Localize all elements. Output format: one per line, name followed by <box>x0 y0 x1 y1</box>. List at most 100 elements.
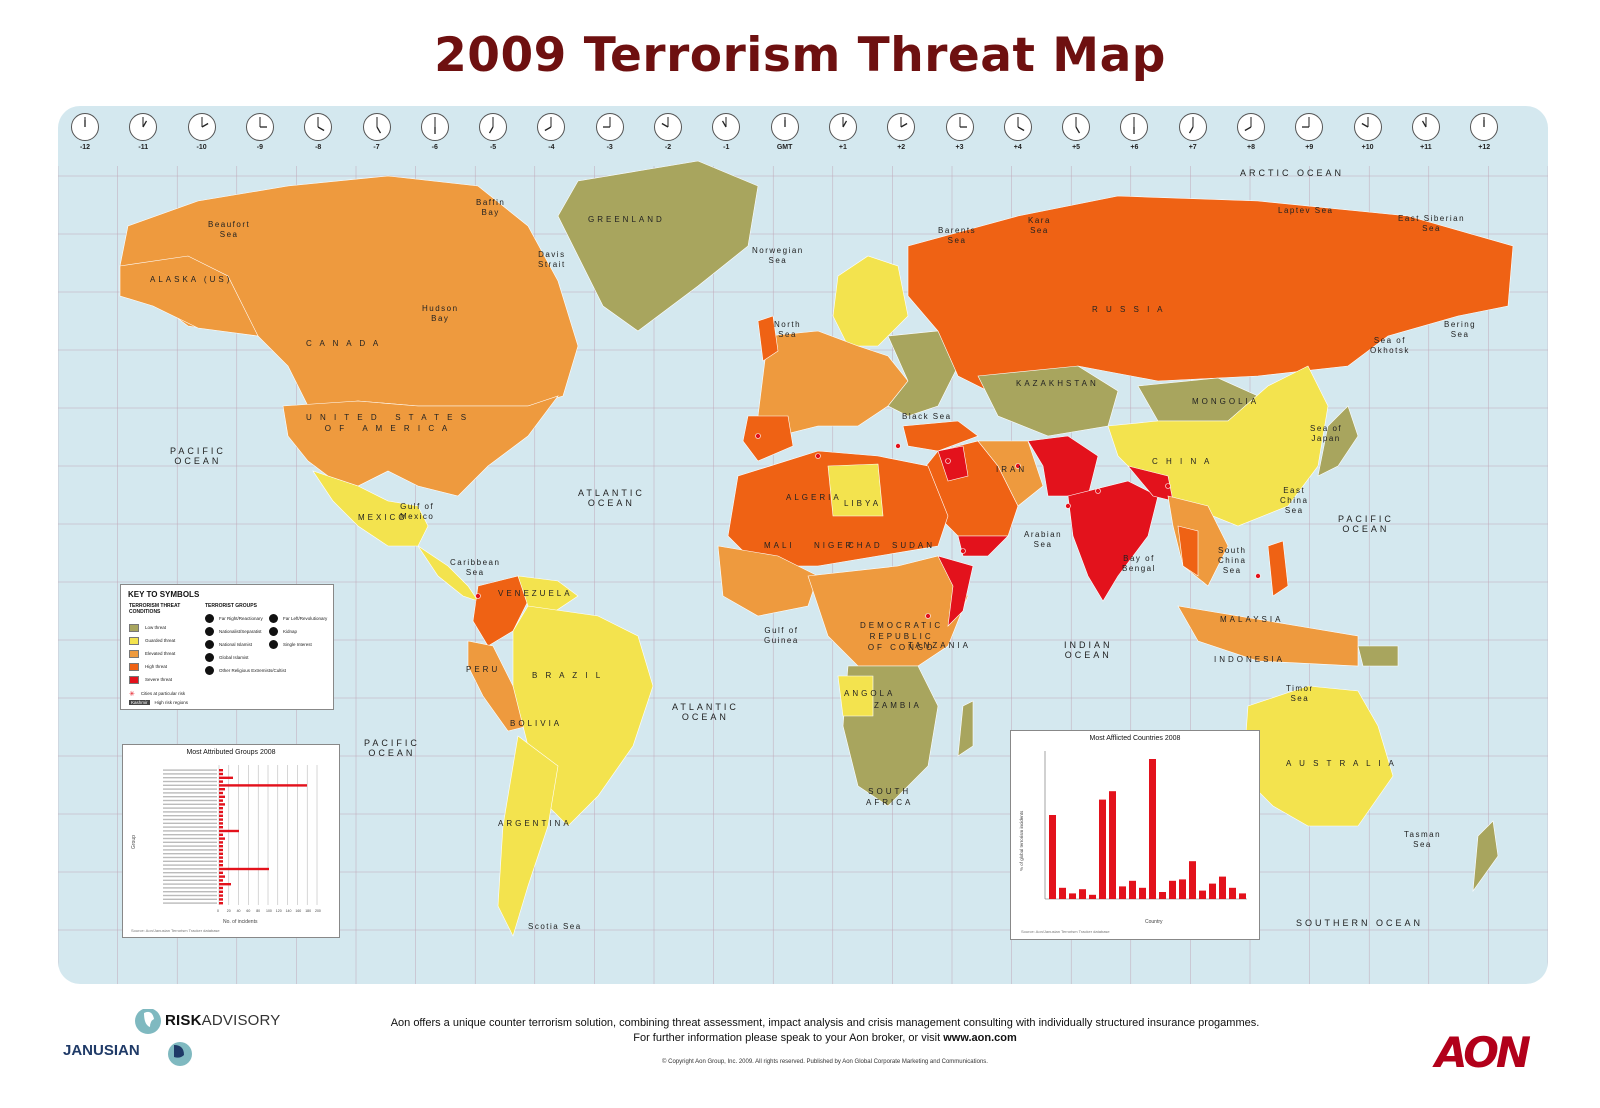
countries-chart-bar <box>1129 880 1136 899</box>
label-venezuela: VENEZUELA <box>498 589 573 598</box>
land-turkey <box>902 420 979 452</box>
key-to-symbols: KEY TO SYMBOLS TERRORISM THREAT CONDITIO… <box>120 584 334 710</box>
clock-icon <box>1062 113 1091 141</box>
countries-chart-bar <box>1229 887 1236 899</box>
label-mongolia: MONGOLIA <box>1192 397 1260 406</box>
copyright: © Copyright Aon Group, Inc. 2009. All ri… <box>662 1059 988 1065</box>
groups-chart-ylabel: Group <box>131 835 137 849</box>
label-atlantic-ocean-south: ATLANTIC OCEAN <box>672 702 739 722</box>
label-sea-of-okhotsk: Sea of Okhotsk <box>1370 336 1410 355</box>
label-arabian-sea: Arabian Sea <box>1024 530 1063 549</box>
land-kazakhstan <box>977 365 1119 437</box>
city-marker <box>1165 483 1171 489</box>
clock-label: +6 <box>1130 144 1139 151</box>
label-algeria: ALGERIA <box>786 493 842 502</box>
clock-label: -9 <box>256 144 263 151</box>
groups-chart-row-label <box>163 807 217 809</box>
groups-chart-bar <box>219 852 223 855</box>
map-title: 2009 Terrorism Threat Map <box>434 28 1166 83</box>
label-libya: LIBYA <box>844 499 882 508</box>
label-tasman-sea: Tasman Sea <box>1404 830 1442 849</box>
label-malaysia: MALAYSIA <box>1220 615 1284 624</box>
clock-icon <box>1411 113 1440 141</box>
groups-chart-bar <box>219 894 223 897</box>
label-kazakhstan: KAZAKHSTAN <box>1016 379 1099 388</box>
clock-5: -7 <box>362 112 392 151</box>
groups-chart-bar <box>219 826 223 829</box>
clock-10: -2 <box>653 112 683 151</box>
clock-3: -9 <box>245 112 275 151</box>
key-group-label: Single Interest <box>283 642 312 647</box>
groups-chart-row-label <box>163 811 217 813</box>
key-group-row: Nationalist/Separatist <box>205 626 262 637</box>
countries-chart-bar <box>1209 883 1216 899</box>
land-new-zealand <box>1472 820 1499 893</box>
land-russia <box>907 195 1514 397</box>
high-risk-cities <box>475 433 1261 619</box>
groups-chart-bar <box>219 833 223 836</box>
groups-chart-row-label <box>163 879 217 881</box>
label-niger: NIGER <box>814 541 855 550</box>
clock-icon <box>304 113 333 141</box>
group-symbol-icon <box>205 614 214 623</box>
label-bering-sea: Bering Sea <box>1444 320 1477 339</box>
land-philippines <box>1267 540 1289 597</box>
groups-chart-row-label <box>163 856 217 859</box>
land-usa <box>282 395 559 497</box>
countries-chart-bar <box>1159 892 1166 899</box>
clock-6: -6 <box>420 112 450 151</box>
janusian-logo: JANUSIAN <box>63 1042 140 1059</box>
clock-11: -1 <box>711 112 741 151</box>
label-iran: IRAN <box>996 465 1028 474</box>
land-greenland <box>557 160 759 332</box>
groups-chart-row-label <box>163 864 217 866</box>
label-south-china-sea: South China Sea <box>1218 546 1247 575</box>
land-somalia <box>937 555 974 627</box>
groups-chart-bar <box>219 772 223 776</box>
countries-chart-bar <box>1189 861 1196 899</box>
groups-chart-tick: 40 <box>237 909 241 913</box>
land-argentina <box>497 735 559 937</box>
label-timor-sea: Timor Sea <box>1286 684 1314 703</box>
label-gulf-of-mexico: Gulf of Mexico <box>400 502 435 521</box>
clock-label: +11 <box>1420 144 1432 151</box>
clock-24: +12 <box>1469 112 1499 151</box>
groups-chart-bar <box>219 795 225 798</box>
countries-chart-axis <box>1044 751 1247 900</box>
group-symbol-icon <box>269 614 278 623</box>
clock-label: -3 <box>606 144 613 151</box>
clock-23: +11 <box>1411 112 1441 151</box>
label-sudan: SUDAN <box>892 541 936 550</box>
label-atlantic-ocean-north: ATLANTIC OCEAN <box>578 488 645 508</box>
groups-chart-bar <box>219 829 239 833</box>
countries-chart-bar <box>1049 815 1056 899</box>
countries-chart-xlabel: Country <box>1145 919 1163 925</box>
label-bolivia: BOLIVIA <box>510 719 563 728</box>
groups-chart-title: Most Attributed Groups 2008 <box>186 749 276 756</box>
groups-chart-row-label <box>163 780 217 783</box>
countries-chart-panel: Most Afflicted Countries 2008 % of globa… <box>1010 730 1260 940</box>
clock-icon <box>187 113 216 141</box>
countries-chart-bar <box>1089 894 1096 899</box>
group-symbol-icon <box>269 627 278 636</box>
clock-icon <box>71 113 99 141</box>
label-south-africa: SOUTH AFRICA <box>866 787 914 807</box>
label-barents-sea: Barents Sea <box>938 226 977 245</box>
countries-chart-title: Most Afflicted Countries 2008 <box>1089 735 1181 742</box>
label-beaufort-sea: Beaufort Sea <box>208 220 251 239</box>
clock-label: +10 <box>1361 144 1374 151</box>
groups-chart-bar <box>219 788 225 791</box>
groups-chart-panel: Most Attributed Groups 2008 0 20 40 60 80 100… <box>122 744 340 938</box>
key-group-label: Kidnap <box>283 629 298 634</box>
clock-16: +4 <box>1003 112 1033 151</box>
city-marker <box>755 433 761 439</box>
groups-chart-row-label <box>163 803 217 805</box>
groups-chart-bar <box>219 841 223 844</box>
key-group-label: Far Left/Revolutionary <box>283 616 328 621</box>
aon-website-link[interactable]: www.aon.com <box>943 1032 1017 1044</box>
key-swatch <box>129 662 139 671</box>
groups-chart-ticks: 0 20 40 60 80 100 120 140 160 180 200 <box>217 909 321 913</box>
clock-label: +1 <box>838 144 847 151</box>
city-marker <box>1065 503 1071 509</box>
countries-chart-bar <box>1119 886 1126 899</box>
